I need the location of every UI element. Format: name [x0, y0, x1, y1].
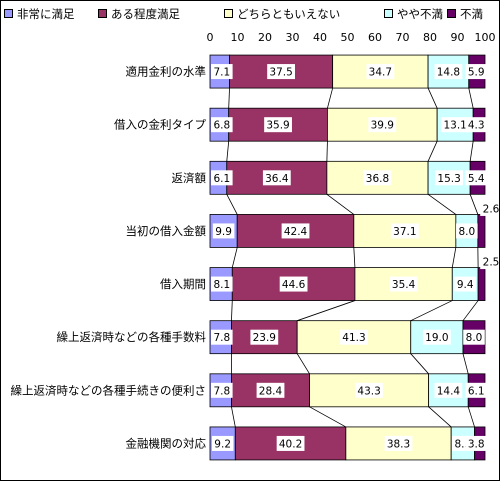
series-line	[470, 194, 478, 214]
data-label: 28.4	[259, 385, 283, 397]
data-label: 42.4	[284, 226, 308, 238]
series-line	[428, 141, 437, 161]
data-label: 9.4	[457, 279, 474, 291]
series-line	[452, 247, 456, 267]
data-label: 37.5	[269, 67, 292, 79]
data-label: 34.7	[369, 67, 392, 79]
data-label: 4.3	[468, 120, 485, 132]
category-label: 借入の金利タイプ	[114, 118, 206, 132]
data-label: 15.3	[437, 173, 460, 185]
series-line	[297, 354, 309, 374]
x-tick-label: 100	[475, 31, 496, 44]
legend-swatch	[448, 10, 456, 18]
x-tick-label: 40	[313, 31, 327, 44]
x-tick-label: 10	[231, 31, 245, 44]
category-label: 返済額	[172, 171, 207, 185]
series-line	[428, 194, 456, 214]
legend-swatch	[225, 10, 233, 18]
data-label: 3.8	[468, 438, 485, 450]
x-tick-label: 60	[368, 31, 382, 44]
series-line	[468, 407, 474, 427]
x-tick-label: 80	[423, 31, 437, 44]
data-label: 8.0	[458, 226, 475, 238]
x-tick-label: 70	[396, 31, 410, 44]
bar-segment	[478, 214, 485, 247]
data-label: 38.3	[387, 438, 410, 450]
data-label: 19.0	[425, 332, 448, 344]
data-label: 13.1	[443, 120, 466, 132]
series-line	[297, 301, 355, 321]
series-line	[411, 354, 429, 374]
data-label: 35.4	[392, 279, 416, 291]
data-label: 14.8	[437, 67, 460, 79]
category-label: 適用金利の水準	[126, 65, 207, 79]
series-line	[470, 141, 473, 161]
series-line	[231, 301, 232, 321]
series-line	[428, 88, 437, 108]
data-label: 9.9	[215, 226, 232, 238]
data-label: 44.6	[282, 279, 306, 291]
data-label: 23.9	[253, 332, 276, 344]
data-label: 5.4	[468, 173, 485, 185]
x-tick-label: 30	[286, 31, 300, 44]
x-tick-label: 0	[207, 31, 214, 44]
data-label: 8.1	[213, 279, 230, 291]
data-label: 6.1	[213, 173, 230, 185]
data-label: 7.8	[213, 385, 230, 397]
x-tick-label: 90	[451, 31, 465, 44]
data-label: 37.1	[393, 226, 416, 238]
series-line	[354, 247, 355, 267]
series-line	[463, 354, 468, 374]
legend-label: 非常に満足	[17, 7, 75, 21]
series-line	[429, 407, 452, 427]
data-label: 5.9	[468, 67, 485, 79]
series-line	[232, 247, 237, 267]
series-line	[227, 141, 229, 161]
series-line	[327, 194, 354, 214]
category-label: 金融機関の対応	[126, 436, 207, 450]
series-line	[227, 194, 237, 214]
legend-label: どちらともいえない	[237, 7, 340, 21]
data-label: 7.1	[213, 67, 230, 79]
data-label: 7.8	[213, 332, 230, 344]
data-label: 14.4	[437, 385, 461, 397]
legend-label: 不満	[460, 7, 483, 21]
data-label: 36.8	[366, 173, 389, 185]
x-tick-label: 50	[341, 31, 355, 44]
legend-label: やや不満	[397, 7, 443, 21]
legend-swatch	[385, 10, 393, 18]
data-label: 36.4	[265, 173, 289, 185]
legend-swatch	[5, 10, 13, 18]
data-label: 39.9	[371, 120, 394, 132]
series-line	[469, 88, 473, 108]
category-label: 当初の借入金額	[126, 224, 207, 238]
data-label: 6.8	[213, 120, 230, 132]
data-label: 40.2	[279, 438, 302, 450]
bar-segment	[478, 268, 485, 301]
series-line	[310, 407, 346, 427]
series-line	[327, 88, 332, 108]
legend-label: ある程度満足	[111, 7, 180, 21]
data-label: 6.1	[468, 385, 485, 397]
data-label: 9.2	[214, 438, 231, 450]
x-tick-label: 20	[258, 31, 272, 44]
data-label: 2.6	[483, 203, 499, 215]
series-line	[411, 301, 453, 321]
data-label: 41.3	[342, 332, 365, 344]
legend-swatch	[99, 10, 107, 18]
category-label: 繰上返済時などの各種手数料	[57, 330, 207, 344]
category-label: 繰上返済時などの各種手続きの便利さ	[11, 383, 207, 397]
series-line	[463, 301, 478, 321]
data-label: 2.5	[483, 257, 499, 269]
data-label: 43.3	[357, 385, 380, 397]
series-line	[231, 407, 235, 427]
series-line	[327, 141, 328, 161]
data-label: 35.9	[266, 120, 289, 132]
series-line	[229, 88, 230, 108]
data-label: 8.0	[466, 332, 483, 344]
category-label: 借入期間	[160, 277, 206, 291]
